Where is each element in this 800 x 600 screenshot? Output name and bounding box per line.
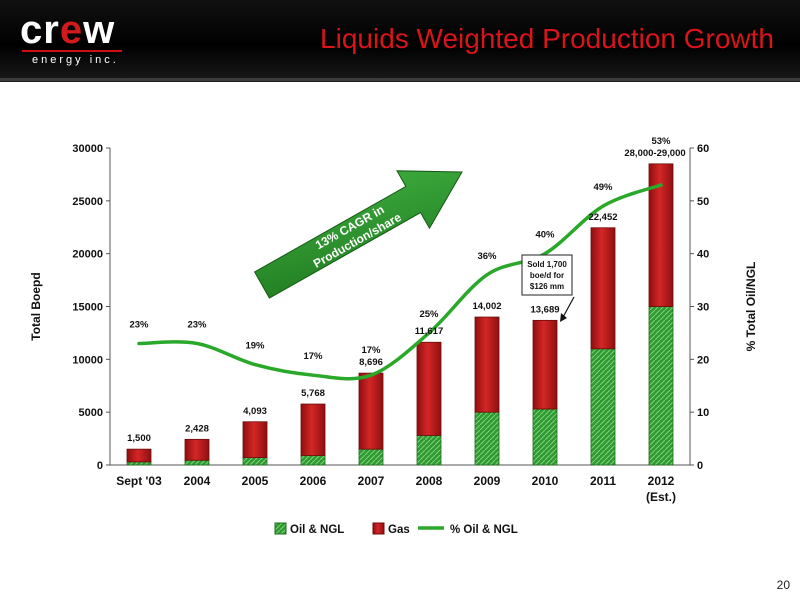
line-pct-label: 17%	[303, 351, 323, 362]
logo-subtitle: energy inc.	[32, 54, 119, 66]
bar-oil-ngl	[300, 455, 326, 466]
line-pct-label: 53%	[651, 136, 671, 147]
x-tick-label: 2011	[590, 474, 616, 488]
x-tick-label: 2009	[474, 474, 501, 488]
bar-total-label: 4,093	[243, 406, 267, 417]
x-tick-label: 2012 (Est.)	[646, 474, 676, 504]
crew-energy-logo: crew energy inc.	[20, 10, 130, 70]
logo-word-pre: cr	[20, 8, 60, 52]
y2-tick-label: 40	[697, 249, 709, 261]
labels-layer: 1,500 2,428 4,093 5,768 8,696 11,617 14,002 13,…	[127, 136, 686, 444]
x-tick-label: 2007	[358, 474, 385, 488]
line-pct-label: 19%	[245, 341, 265, 352]
bar-gas	[532, 319, 558, 410]
line-pct-oil-ngl	[137, 183, 663, 381]
axes-layer: 0 5000 10000 15000 20000 25000 30000 0 10 20 30 40 5…	[29, 143, 758, 504]
cagr-arrow-layer: 13% CAGR inProduction/share	[253, 170, 463, 299]
bar-oil-ngl	[648, 306, 674, 466]
bar-gas	[242, 421, 268, 459]
line-pct-label: 25%	[419, 309, 439, 320]
legend-oil-swatch	[274, 522, 287, 535]
bar-total-label: 1,500	[127, 433, 151, 444]
bar-oil-ngl	[532, 408, 558, 466]
x-tick-label: Sept '03	[116, 474, 162, 488]
sold-callout-text: Sold 1,700 boe/d for $126 mm	[527, 260, 567, 291]
logo-word-e: e	[59, 8, 84, 52]
bar-total-label: 5,768	[301, 388, 325, 399]
header-bar: crew energy inc. Liquids Weighted Produc…	[0, 0, 800, 82]
legend-oil-label: Oil & NGL	[290, 524, 344, 536]
logo-word-post: w	[83, 8, 116, 52]
y-tick-label: 25000	[72, 196, 103, 208]
line-pct-label: 23%	[129, 319, 149, 330]
y2-tick-label: 30	[697, 302, 709, 314]
y2-tick-label: 10	[697, 407, 709, 419]
legend-gas-label: Gas	[388, 524, 410, 536]
y-tick-label: 30000	[72, 143, 103, 155]
y-tick-label: 0	[97, 460, 103, 472]
y2-tick-label: 50	[697, 196, 709, 208]
y-tick-label: 10000	[72, 354, 103, 366]
x-tick-label: 2008	[416, 474, 443, 488]
legend-layer: Oil & NGL Gas % Oil & NGL	[274, 522, 518, 536]
x-tick-label: 2004	[184, 474, 211, 488]
y2-tick-label: 60	[697, 143, 709, 155]
y-tick-label: 20000	[72, 249, 103, 261]
line-pct-label: 49%	[593, 182, 613, 193]
bar-gas	[184, 438, 210, 461]
sold-callout-arrowhead	[560, 313, 567, 322]
bar-gas	[126, 448, 152, 463]
bar-oil-ngl	[474, 411, 500, 466]
bar-total-label: 8,696	[359, 357, 383, 368]
bar-oil-ngl	[126, 461, 152, 466]
line-pct-label: 40%	[535, 230, 555, 241]
legend-gas-swatch	[372, 522, 385, 535]
bar-oil-ngl	[242, 457, 268, 466]
cagr-arrow: 13% CAGR inProduction/share	[253, 170, 463, 299]
header-divider	[0, 78, 800, 81]
bar-total-label: 14,002	[472, 301, 501, 312]
x-tick-label: 2005	[242, 474, 269, 488]
bar-gas	[416, 341, 442, 436]
x-tick-label: 2006	[300, 474, 327, 488]
bar-total-label: 11,617	[415, 326, 444, 337]
y-axis-title: Total Boepd	[29, 272, 43, 340]
line-pct-label: 17%	[361, 345, 381, 356]
y-tick-label: 15000	[72, 302, 103, 314]
bar-total-label: 2,428	[185, 423, 209, 434]
page-number: 20	[776, 578, 790, 592]
y2-axis-title: % Total Oil/NGL	[744, 262, 758, 352]
slide-title: Liquids Weighted Production Growth	[320, 23, 774, 54]
bar-oil-ngl	[590, 348, 616, 466]
logo-underline	[22, 50, 122, 52]
bar-gas	[590, 227, 616, 350]
legend-line-label: % Oil & NGL	[450, 524, 518, 536]
bar-oil-ngl	[184, 459, 210, 466]
x-tick-label: 2010	[532, 474, 559, 488]
bar-gas	[474, 316, 500, 413]
bar-oil-ngl	[358, 448, 384, 466]
y2-tick-label: 20	[697, 354, 709, 366]
bar-total-label: 22,452	[588, 212, 617, 223]
bar-total-label: 13,689	[530, 304, 559, 315]
bar-oil-ngl	[416, 435, 442, 466]
bar-gas	[358, 372, 384, 450]
line-pct-label: 23%	[187, 319, 207, 330]
cagr-arrow-shape	[253, 170, 463, 299]
bar-gas	[300, 403, 326, 456]
logo-wordmark: crew	[20, 10, 115, 50]
sold-callout-box	[521, 254, 573, 296]
bar-total-label: 28,000-29,000	[624, 148, 685, 159]
line-layer	[137, 183, 663, 381]
y-tick-label: 5000	[79, 407, 103, 419]
y2-tick-label: 0	[697, 460, 703, 472]
bars-layer	[126, 163, 674, 466]
sold-callout-pointer	[561, 296, 575, 320]
line-pct-label: 36%	[477, 251, 497, 262]
